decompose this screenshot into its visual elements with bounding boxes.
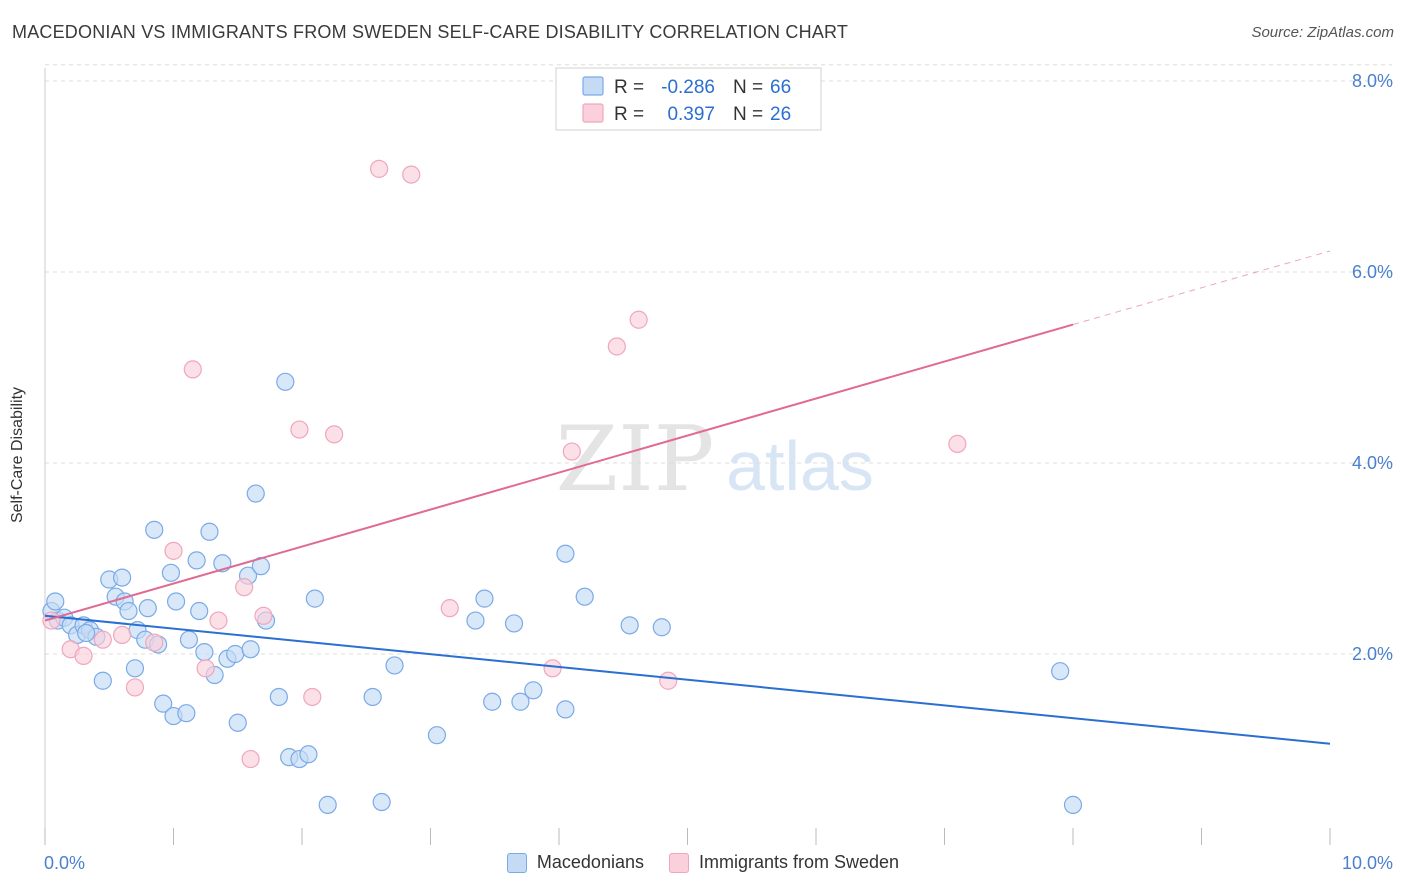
macedonians-point: [652, 618, 671, 637]
macedonians-point: [179, 630, 199, 649]
macedonians-point: [556, 700, 575, 719]
sweden-point: [254, 606, 273, 625]
sweden-point: [74, 646, 93, 666]
macedonians-point: [226, 644, 245, 664]
stats-swatch-sweden: [582, 103, 604, 123]
sweden-point: [629, 310, 648, 329]
sweden-point: [125, 678, 145, 697]
legend-swatch-immigrants-from-sweden: [669, 852, 689, 873]
macedonians-point: [475, 589, 494, 608]
bottom-legend: Macedonians Immigrants from Sweden: [0, 852, 1406, 878]
sweden-point: [303, 687, 322, 707]
macedonians-point: [112, 568, 132, 587]
macedonians-point: [190, 601, 209, 621]
macedonians-point: [556, 544, 575, 563]
sweden-trend-line: [44, 323, 1074, 622]
chart-title: MACEDONIAN VS IMMIGRANTS FROM SWEDEN SEL…: [12, 22, 849, 42]
sweden-point: [196, 659, 215, 678]
legend-item-macedonians: Macedonians: [506, 852, 644, 873]
y-tick-label: 8.0%: [1352, 71, 1393, 91]
macedonians-point: [145, 520, 164, 539]
sweden-point: [607, 337, 626, 356]
macedonians-point: [318, 795, 337, 814]
sweden-point: [183, 360, 202, 379]
y-tick-label: 2.0%: [1352, 644, 1393, 664]
macedonians-point: [363, 687, 382, 707]
stats-r-value: 0.397: [667, 104, 715, 125]
macedonians-point: [427, 726, 447, 745]
macedonians-point: [125, 659, 145, 678]
stats-n-value: 66: [770, 77, 791, 98]
macedonians-point: [241, 640, 260, 659]
macedonians-point: [246, 484, 265, 503]
macedonians-point: [466, 611, 485, 630]
macedonians-point: [119, 601, 138, 621]
macedonians-point: [269, 687, 288, 707]
sweden-point: [112, 625, 132, 645]
macedonians-point: [154, 694, 173, 713]
sweden-point: [235, 578, 254, 597]
macedonians-point: [93, 671, 112, 690]
sweden-point: [93, 630, 112, 649]
sweden-point: [402, 165, 421, 184]
x-tick-label: 10.0%: [1342, 853, 1393, 873]
macedonians-point: [187, 551, 206, 570]
macedonians-point: [511, 692, 530, 711]
stats-swatch-macedonians: [582, 76, 604, 96]
sweden-point: [370, 159, 389, 178]
source-label: Source: ZipAtlas.com: [1251, 24, 1394, 41]
macedonians-point: [276, 372, 295, 391]
sweden-point: [164, 541, 183, 560]
macedonians-point: [138, 599, 157, 618]
macedonians-point: [524, 681, 543, 700]
watermark-atlas: atlas: [726, 427, 874, 505]
y-tick-label: 4.0%: [1352, 453, 1393, 473]
macedonians-trend-line: [44, 614, 1331, 745]
x-tick-label: 0.0%: [44, 853, 85, 873]
macedonians-point: [305, 589, 324, 608]
macedonians-point: [385, 656, 404, 675]
stats-n-label: N =: [733, 104, 763, 125]
macedonians-point: [195, 642, 214, 662]
sweden-point: [145, 633, 164, 652]
macedonians-point: [200, 522, 219, 541]
macedonians-point: [46, 592, 65, 611]
legend-swatch-macedonians: [506, 852, 527, 873]
sweden-point: [290, 420, 309, 439]
sweden-point: [659, 671, 678, 690]
stats-n-label: N =: [733, 77, 763, 98]
macedonians-point: [504, 614, 524, 633]
sweden-point: [325, 425, 344, 444]
legend-label-macedonians: Macedonians: [536, 852, 644, 872]
legend-item-immigrants-from-sweden: Immigrants from Sweden: [669, 852, 899, 873]
macedonians-point: [77, 623, 96, 643]
macedonians-point: [166, 592, 186, 611]
watermark-zip: ZIP: [556, 407, 715, 512]
macedonians-point: [228, 713, 247, 732]
stats-n-value: 26: [770, 104, 791, 125]
sweden-trend-extension: [1072, 250, 1331, 326]
macedonians-point: [483, 692, 502, 711]
macedonians-point: [620, 616, 639, 635]
macedonians-point: [1051, 662, 1070, 681]
sweden-point: [543, 659, 562, 678]
macedonians-point: [299, 745, 318, 764]
sweden-point: [440, 599, 459, 618]
sweden-point: [209, 611, 228, 630]
sweden-point: [948, 434, 967, 453]
macedonians-point: [575, 587, 594, 606]
stats-r-value: -0.286: [661, 77, 715, 98]
sweden-point: [241, 749, 260, 769]
stats-r-label: R =: [614, 77, 644, 98]
sweden-point: [562, 442, 581, 461]
macedonians-point: [372, 792, 391, 812]
macedonians-point: [1063, 795, 1083, 814]
legend-label-immigrants-from-sweden: Immigrants from Sweden: [699, 852, 900, 872]
macedonians-point: [177, 704, 196, 723]
y-tick-label: 6.0%: [1352, 262, 1393, 282]
macedonians-point: [161, 563, 181, 582]
stats-r-label: R =: [614, 104, 644, 125]
